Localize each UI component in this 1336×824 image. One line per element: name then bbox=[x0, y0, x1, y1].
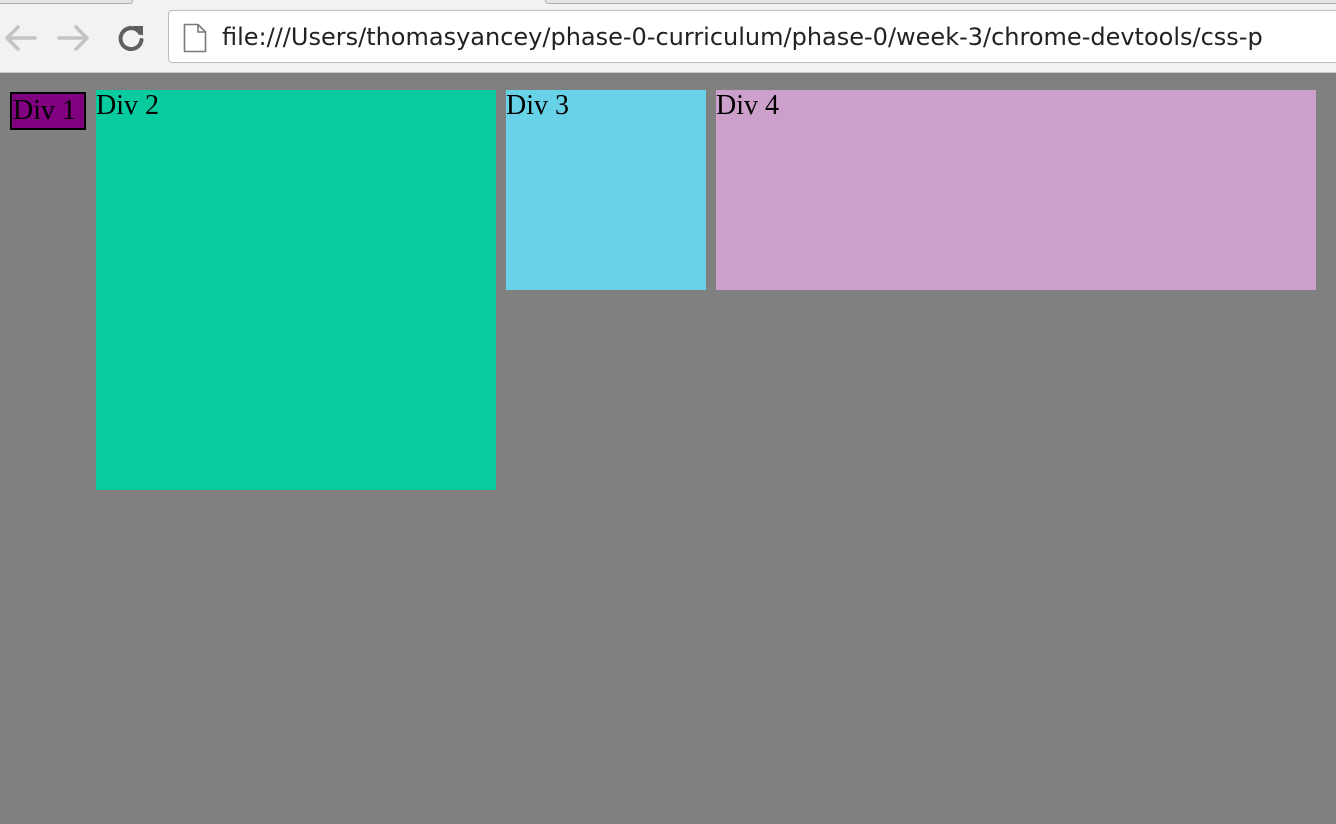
tab-strip-edge-right bbox=[545, 0, 1336, 4]
div-3-box: Div 3 bbox=[506, 90, 706, 290]
div-1-box: Div 1 bbox=[10, 92, 86, 130]
div-1-label: Div 1 bbox=[13, 95, 76, 126]
reload-icon bbox=[118, 26, 144, 52]
browser-toolbar: file:///Users/thomasyancey/phase-0-curri… bbox=[0, 0, 1336, 73]
back-button[interactable] bbox=[2, 20, 38, 56]
tab-strip-edge-left bbox=[0, 0, 133, 4]
address-bar[interactable]: file:///Users/thomasyancey/phase-0-curri… bbox=[168, 10, 1336, 63]
div-2-label: Div 2 bbox=[96, 90, 159, 121]
reload-button[interactable] bbox=[113, 20, 149, 56]
div-4-box: Div 4 bbox=[716, 90, 1316, 290]
div-3-label: Div 3 bbox=[506, 90, 569, 121]
page-viewport: Div 1 Div 2 Div 3 Div 4 bbox=[0, 73, 1336, 824]
div-4-label: Div 4 bbox=[716, 90, 779, 121]
address-bar-url[interactable]: file:///Users/thomasyancey/phase-0-curri… bbox=[222, 23, 1263, 51]
div-2-box: Div 2 bbox=[96, 90, 496, 490]
page-document-icon bbox=[183, 23, 207, 53]
back-arrow-icon bbox=[5, 25, 37, 51]
forward-arrow-icon bbox=[57, 25, 89, 51]
forward-button[interactable] bbox=[56, 20, 92, 56]
